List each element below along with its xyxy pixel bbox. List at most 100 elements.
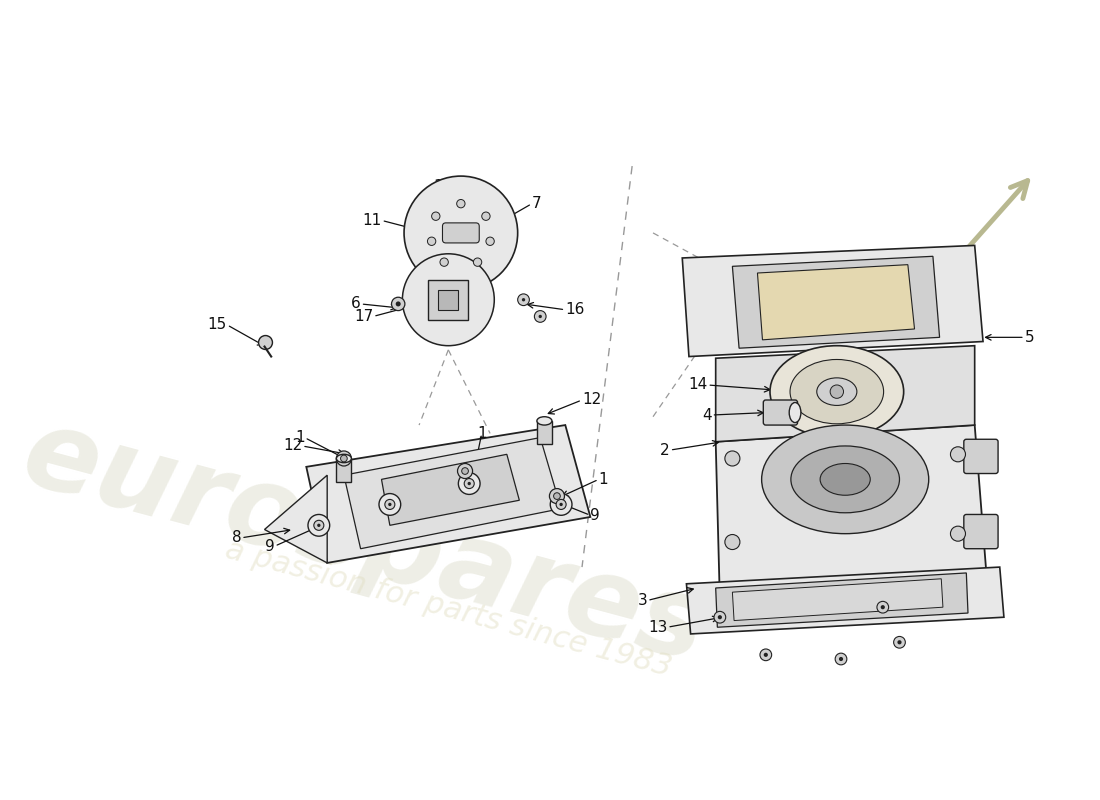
FancyBboxPatch shape (763, 400, 798, 425)
Circle shape (725, 534, 740, 550)
Ellipse shape (537, 417, 552, 425)
Ellipse shape (821, 463, 870, 495)
Polygon shape (264, 475, 327, 563)
Circle shape (486, 237, 494, 246)
Circle shape (388, 502, 392, 506)
FancyBboxPatch shape (337, 458, 351, 482)
FancyBboxPatch shape (964, 514, 998, 549)
Text: 1: 1 (477, 426, 486, 441)
Circle shape (379, 494, 400, 515)
Text: 1: 1 (295, 430, 305, 445)
Circle shape (521, 298, 525, 302)
Ellipse shape (817, 378, 857, 406)
Circle shape (462, 468, 469, 474)
Text: 1: 1 (598, 472, 608, 487)
Circle shape (317, 524, 320, 527)
Polygon shape (382, 454, 519, 526)
Circle shape (428, 237, 436, 246)
Circle shape (440, 258, 449, 266)
Circle shape (431, 212, 440, 220)
Circle shape (385, 499, 395, 510)
Polygon shape (716, 425, 987, 601)
FancyBboxPatch shape (442, 223, 480, 243)
Circle shape (893, 637, 905, 648)
Text: a passion for parts since 1983: a passion for parts since 1983 (222, 535, 674, 682)
Circle shape (458, 463, 473, 478)
Circle shape (539, 314, 542, 318)
Circle shape (464, 478, 474, 489)
Polygon shape (716, 573, 968, 627)
FancyBboxPatch shape (964, 439, 998, 474)
Circle shape (341, 455, 348, 462)
Ellipse shape (337, 454, 351, 462)
Text: 15: 15 (208, 318, 227, 332)
Circle shape (553, 493, 560, 499)
Polygon shape (716, 346, 975, 442)
Text: 11: 11 (362, 213, 382, 228)
Text: 13: 13 (648, 620, 668, 634)
Polygon shape (306, 425, 591, 563)
Circle shape (468, 482, 471, 486)
Circle shape (718, 615, 722, 619)
Text: 10: 10 (433, 179, 452, 194)
Circle shape (314, 520, 323, 530)
Circle shape (392, 298, 405, 310)
Circle shape (560, 502, 563, 506)
Text: 3: 3 (637, 593, 647, 608)
Circle shape (881, 605, 884, 610)
Text: eurospares: eurospares (12, 399, 718, 685)
Circle shape (518, 294, 529, 306)
Text: 4: 4 (702, 407, 712, 422)
Ellipse shape (761, 425, 928, 534)
Circle shape (725, 451, 740, 466)
Circle shape (535, 310, 546, 322)
Ellipse shape (789, 402, 801, 422)
Polygon shape (686, 567, 1004, 634)
Text: 8: 8 (231, 530, 241, 546)
Ellipse shape (790, 359, 883, 424)
Circle shape (950, 446, 966, 462)
Circle shape (396, 302, 400, 306)
Polygon shape (758, 265, 914, 340)
Circle shape (337, 451, 351, 466)
Polygon shape (733, 578, 943, 621)
Text: 16: 16 (565, 302, 585, 318)
Text: 12: 12 (283, 438, 302, 454)
Text: 9: 9 (383, 526, 393, 541)
Circle shape (835, 653, 847, 665)
Ellipse shape (770, 346, 904, 438)
Circle shape (550, 494, 572, 515)
Circle shape (830, 385, 844, 398)
Circle shape (459, 473, 480, 494)
FancyBboxPatch shape (428, 280, 469, 320)
Circle shape (404, 176, 518, 290)
Circle shape (898, 640, 902, 644)
Text: 9: 9 (265, 538, 275, 554)
Circle shape (714, 611, 726, 623)
Circle shape (403, 254, 494, 346)
Text: 9: 9 (591, 508, 601, 522)
Text: 5: 5 (1025, 330, 1034, 345)
Polygon shape (733, 256, 939, 348)
FancyBboxPatch shape (438, 290, 459, 310)
Circle shape (557, 499, 566, 510)
Text: 2: 2 (660, 442, 670, 458)
FancyBboxPatch shape (537, 421, 552, 444)
Polygon shape (344, 438, 561, 549)
Circle shape (482, 212, 491, 220)
Circle shape (950, 526, 966, 541)
Circle shape (877, 602, 889, 613)
Circle shape (760, 649, 772, 661)
Circle shape (473, 258, 482, 266)
Text: 12: 12 (582, 393, 602, 407)
Text: 17: 17 (354, 309, 373, 324)
Polygon shape (682, 246, 983, 357)
Circle shape (456, 199, 465, 208)
Circle shape (308, 514, 330, 536)
Circle shape (549, 489, 564, 503)
Text: 6: 6 (351, 297, 361, 311)
Text: 14: 14 (689, 378, 707, 393)
Circle shape (839, 657, 843, 661)
Circle shape (763, 653, 768, 657)
Ellipse shape (791, 446, 900, 513)
